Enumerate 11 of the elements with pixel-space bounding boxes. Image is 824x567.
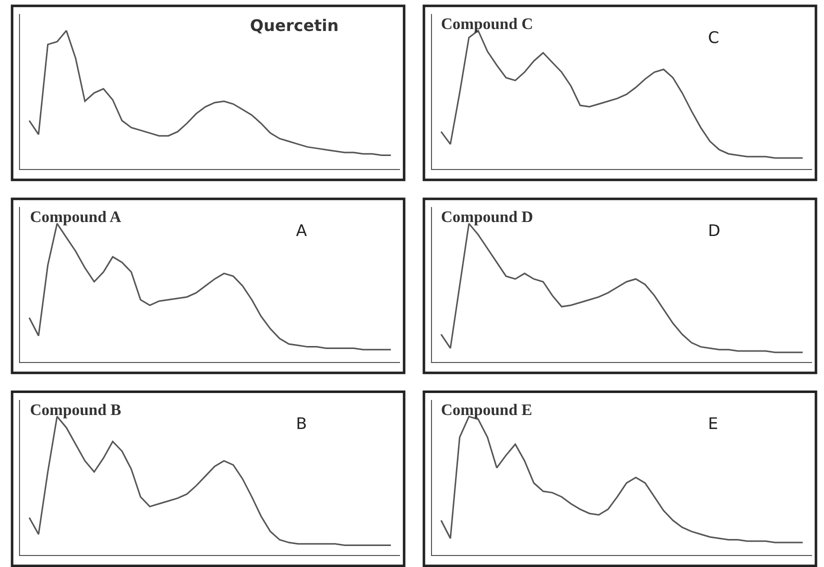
annotation: C (708, 28, 720, 47)
annotation: D (708, 221, 720, 240)
chart-title: Compound A (30, 209, 122, 226)
chart-title: Compound C (441, 16, 534, 33)
annotation: B (296, 414, 307, 433)
chart-title: Compound E (441, 402, 532, 419)
annotation: E (708, 414, 718, 433)
chart-title: Compound D (441, 209, 534, 226)
annotation: A (296, 221, 307, 240)
chart-title: Quercetin (250, 16, 339, 35)
chart-title: Compound B (30, 402, 122, 419)
